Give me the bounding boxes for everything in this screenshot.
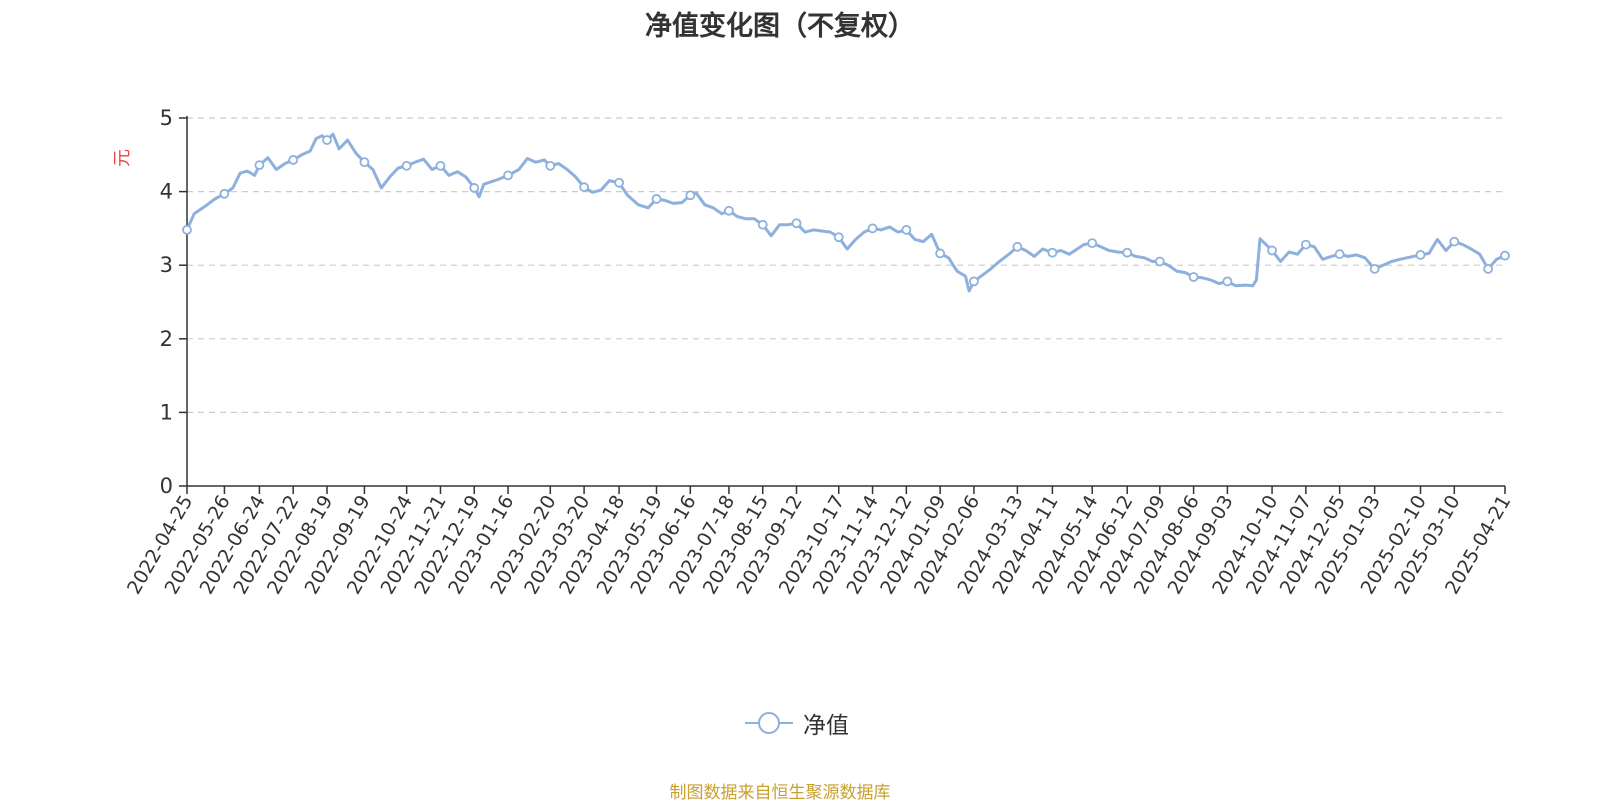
data-point-marker [901,224,912,235]
data-point-marker [503,170,513,181]
data-point-marker [1369,263,1380,274]
data-point-marker [651,194,662,204]
y-axis-title: 元 [112,149,133,167]
line-chart: 元 0 1 2 3 4 5 2022-04-252022-05-262022-06-242… [112,106,1515,599]
data-point-marker [359,157,370,168]
data-point-marker [1500,250,1510,261]
data-point-marker [1154,256,1165,267]
series-line [185,132,1506,293]
data-point-marker [1334,249,1345,260]
legend-label: 净值 [803,713,849,739]
data-point-marker [614,177,624,188]
data-point-marker [867,223,878,234]
chart-title: 净值变化图（不复权） [645,11,915,42]
data-point-marker [1415,249,1426,260]
data-point-marker [1449,236,1460,247]
data-point-marker [1012,241,1023,252]
data-point-marker [182,224,192,235]
legend[interactable]: 净值 [745,706,849,740]
data-point-marker [1300,239,1311,250]
data-point-marker [757,219,768,230]
legend-line-circle-icon [745,712,793,734]
data-point-marker [685,190,696,201]
data-point-marker [579,182,589,193]
data-point-marker [1188,272,1199,282]
y-tick-label: 4 [160,180,173,204]
data-point-marker [322,135,332,145]
y-tick-label: 0 [160,474,173,498]
data-point-marker [1483,263,1494,274]
data-point-marker [791,218,802,229]
data-point-marker [1122,247,1133,258]
axes [179,116,1506,494]
data-point-marker [219,188,230,199]
data-point-marker [1087,238,1098,249]
y-tick-label: 1 [160,400,173,424]
data-point-marker [288,155,299,165]
data-point-marker [545,160,556,171]
y-tick-label: 3 [160,253,173,277]
data-point-marker [435,160,446,171]
y-tick-labels: 0 1 2 3 4 5 [160,106,173,498]
data-point-marker [1047,247,1058,258]
y-tick-label: 2 [160,327,173,351]
x-tick-labels: 2022-04-252022-05-262022-06-242022-07-22… [123,492,1515,599]
series-line-path [185,132,1506,293]
gridlines [187,117,1505,413]
data-point-marker [469,183,480,193]
data-point-marker [401,160,412,171]
data-point-marker [724,205,734,216]
data-point-marker [935,248,946,259]
source-note: 制图数据来自恒生聚源数据库 [669,783,891,803]
series-markers [182,135,1510,287]
data-point-marker [969,276,979,287]
data-point-marker [833,232,844,243]
y-tick-label: 5 [160,106,173,130]
data-point-marker [1222,276,1233,287]
data-point-marker [1267,245,1277,256]
data-point-marker [254,160,265,171]
